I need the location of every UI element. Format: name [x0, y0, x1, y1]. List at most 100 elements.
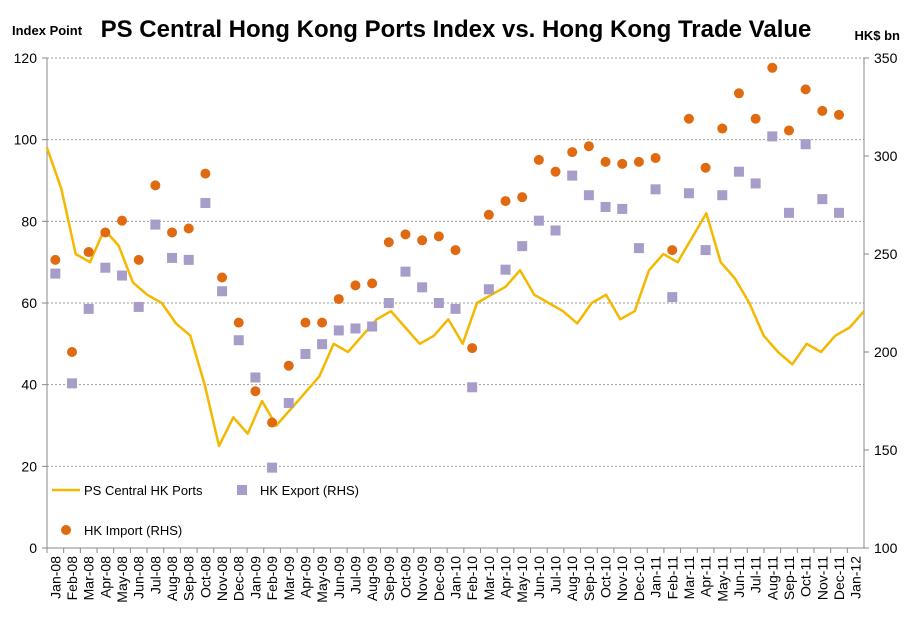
x-tick-label: Apr-11 [698, 556, 714, 597]
y-left-tick-label: 120 [14, 50, 38, 66]
data-point-import [267, 417, 278, 428]
x-tick-label: Aug-10 [564, 556, 580, 601]
x-tick-label: Aug-09 [364, 556, 380, 601]
x-tick-label: Oct-11 [798, 556, 814, 597]
data-point-import [400, 229, 411, 240]
data-point-import [50, 254, 61, 265]
x-tick-label: Dec-10 [631, 556, 647, 601]
data-point-export [417, 282, 428, 293]
x-tick-label: Jan-12 [848, 556, 864, 599]
x-tick-label: Oct-09 [397, 556, 413, 598]
data-point-export [67, 378, 78, 389]
data-point-export [83, 303, 94, 314]
data-point-import [367, 278, 378, 289]
y-right-tick-label: 200 [874, 344, 898, 360]
data-point-import [67, 347, 78, 357]
x-tick-label: Mar-08 [81, 556, 97, 601]
data-point-export [367, 321, 378, 332]
data-point-import [500, 196, 511, 207]
data-point-import [317, 317, 328, 328]
data-point-export [433, 298, 444, 308]
y-right-tick-label: 250 [874, 246, 898, 262]
data-point-export [183, 254, 194, 265]
x-tick-label: Jul-10 [548, 556, 564, 594]
data-point-export [283, 397, 294, 408]
data-point-import [583, 141, 594, 152]
data-point-export [383, 298, 394, 308]
x-tick-label: Jan-08 [47, 556, 63, 599]
grid-layer [47, 57, 864, 467]
x-tick-label: Mar-09 [281, 556, 297, 601]
data-point-import [667, 245, 678, 256]
data-point-import [700, 162, 711, 173]
data-point-import [167, 227, 178, 238]
data-point-export [483, 284, 494, 295]
data-point-import [650, 152, 661, 163]
y-axis-right-label: HK$ bn [855, 28, 901, 43]
data-point-import [100, 227, 111, 238]
data-point-import [633, 156, 644, 167]
legend-label: PS Central HK Ports [84, 483, 203, 498]
data-point-import [517, 192, 528, 203]
x-tick-label: Jul-11 [748, 556, 764, 593]
data-point-export [150, 219, 161, 230]
data-point-import [333, 294, 344, 305]
x-tick-label: Sep-11 [781, 556, 797, 600]
y-left-tick-label: 0 [29, 540, 37, 556]
x-tick-label: May-08 [114, 556, 130, 603]
data-point-export [550, 225, 561, 236]
x-tick-label: Sep-09 [381, 556, 397, 601]
y-left-tick-label: 100 [14, 132, 38, 148]
data-point-export [833, 207, 844, 218]
data-point-export [700, 245, 711, 256]
x-tick-label: Aug-08 [164, 556, 180, 601]
data-point-export [317, 339, 328, 350]
y-left-tick-label: 40 [21, 377, 37, 393]
x-tick-label: Sep-10 [581, 556, 597, 601]
x-tick-label: Aug-11 [764, 556, 780, 600]
data-point-import [717, 123, 728, 134]
x-tick-label: Nov-09 [414, 556, 430, 601]
data-point-import [800, 84, 811, 95]
data-point-export [767, 131, 778, 142]
data-point-import [150, 180, 161, 191]
data-point-export [567, 170, 578, 181]
y-right-tick-label: 300 [874, 148, 898, 164]
data-point-export [533, 215, 544, 226]
x-tick-label: Nov-10 [614, 556, 630, 601]
data-point-import [433, 231, 444, 242]
data-point-import [683, 113, 694, 124]
data-point-import [133, 254, 144, 265]
x-tick-label: May-11 [714, 556, 730, 602]
x-tick-label: Sep-08 [181, 556, 197, 601]
data-point-export [133, 301, 144, 312]
y-right-tick-label: 350 [874, 50, 898, 66]
x-tick-label: Feb-11 [664, 556, 680, 600]
data-point-export [583, 190, 594, 201]
data-point-import [283, 360, 294, 371]
data-point-export [717, 190, 728, 201]
data-point-import [350, 280, 361, 291]
data-point-export [467, 382, 478, 393]
x-tick-label: Jul-09 [347, 556, 363, 594]
x-tick-label: Jun-10 [531, 556, 547, 599]
data-point-export [517, 241, 528, 252]
data-point-import [567, 147, 578, 158]
data-point-import [533, 154, 544, 165]
data-point-export [617, 203, 628, 214]
data-point-export [683, 188, 694, 199]
data-point-export [817, 194, 828, 205]
data-point-export [117, 270, 128, 281]
x-tick-label: Jul-08 [147, 556, 163, 594]
x-tick-label: Jun-09 [331, 556, 347, 599]
legend: PS Central HK Ports HK Export (RHS) HK Imp… [52, 483, 359, 538]
y-left-tick-label: 60 [21, 295, 37, 311]
x-tick-label: Jun-08 [131, 556, 147, 599]
series-line-ports-index [45, 147, 865, 448]
data-point-import [833, 109, 844, 120]
series-layer [45, 62, 865, 473]
x-tick-label: Feb-08 [64, 556, 80, 601]
data-point-export [600, 201, 611, 212]
data-point-export [250, 372, 261, 383]
